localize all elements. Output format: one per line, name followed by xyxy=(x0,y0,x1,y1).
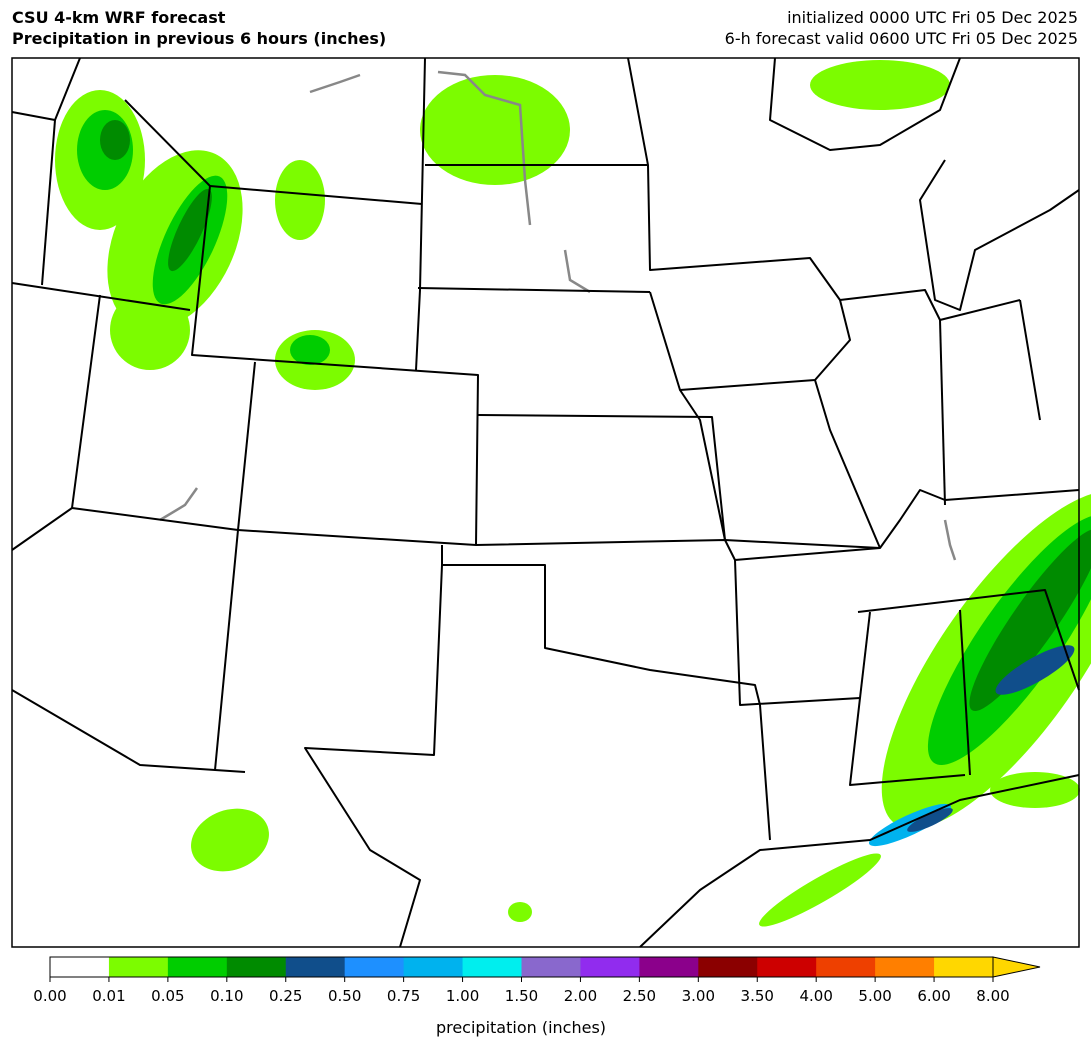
tick-label: 2.00 xyxy=(564,987,597,1005)
colorbar-extension xyxy=(992,956,1041,978)
color-bin xyxy=(521,957,581,977)
tick-label: 0.10 xyxy=(210,987,243,1005)
color-bin xyxy=(167,957,228,977)
color-bin xyxy=(285,957,346,977)
valid-time: 6-h forecast valid 0600 UTC Fri 05 Dec 2… xyxy=(725,29,1078,48)
tick-label: 3.50 xyxy=(741,987,774,1005)
color-bin xyxy=(639,957,699,977)
color-bin xyxy=(226,957,287,977)
color-bin xyxy=(344,957,405,977)
tick-label: 4.00 xyxy=(799,987,832,1005)
colorbar-label: precipitation (inches) xyxy=(436,1018,606,1037)
color-bin xyxy=(757,957,817,977)
state-boundaries xyxy=(11,57,1080,948)
precip-field xyxy=(55,60,1091,927)
tick-label: 5.00 xyxy=(858,987,891,1005)
tick-label: 1.50 xyxy=(505,987,538,1005)
tick-label: 0.50 xyxy=(328,987,361,1005)
tick-label: 0.05 xyxy=(151,987,184,1005)
subtitle: Precipitation in previous 6 hours (inche… xyxy=(12,29,386,48)
tick-label: 0.00 xyxy=(33,987,66,1005)
lakes xyxy=(159,70,957,561)
colorbar: 0.00 0.01 0.05 0.10 0.25 0.50 0.75 1.00 1.50 2.00… xyxy=(33,956,1041,1005)
color-bin xyxy=(816,957,876,977)
color-bin xyxy=(580,957,640,977)
tick-label: 0.25 xyxy=(269,987,302,1005)
color-bin xyxy=(50,957,110,977)
init-time: initialized 0000 UTC Fri 05 Dec 2025 xyxy=(787,8,1078,27)
title: CSU 4-km WRF forecast xyxy=(12,8,226,27)
color-bin xyxy=(403,957,464,977)
tick-label: 0.75 xyxy=(387,987,420,1005)
tick-label: 2.50 xyxy=(623,987,656,1005)
color-bin xyxy=(875,957,935,977)
tick-label: 1.00 xyxy=(446,987,479,1005)
tick-label: 8.00 xyxy=(976,987,1009,1005)
tick-label: 6.00 xyxy=(917,987,950,1005)
color-bin xyxy=(108,957,169,977)
tick-label: 3.00 xyxy=(682,987,715,1005)
color-bin xyxy=(462,957,522,977)
tick-label: 0.01 xyxy=(92,987,125,1005)
color-bin xyxy=(934,957,994,977)
color-bin xyxy=(698,957,758,977)
